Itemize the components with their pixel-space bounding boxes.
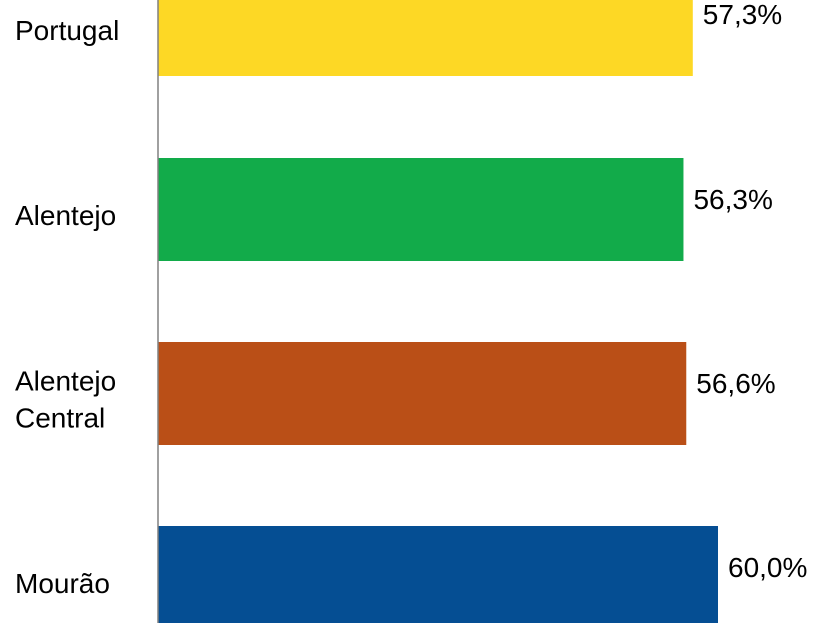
category-label-3: Mourão [15,568,110,599]
bar-0 [158,0,693,76]
category-label-line: Mourão [15,568,110,599]
value-labels-group: 57,3% 56,3% 56,6% 60,0% [693,0,807,583]
category-label-line: Alentejo [15,200,116,231]
category-label-line: Central [15,402,105,433]
category-label-0: Portugal [15,15,119,46]
value-label-1: 56,3% [693,184,772,215]
bar-2 [158,342,687,445]
category-label-1: Alentejo [15,200,116,231]
bars-group [158,0,718,623]
bar-3 [158,526,718,623]
bar-1 [158,158,684,261]
category-label-line: Alentejo [15,365,116,396]
value-label-2: 56,6% [696,368,775,399]
category-labels-group: Portugal Alentejo Alentejo Central Mourão [15,15,119,599]
value-label-0: 57,3% [703,0,782,30]
value-label-3: 60,0% [728,552,807,583]
category-label-2: Alentejo Central [15,365,116,433]
category-label-line: Portugal [15,15,119,46]
